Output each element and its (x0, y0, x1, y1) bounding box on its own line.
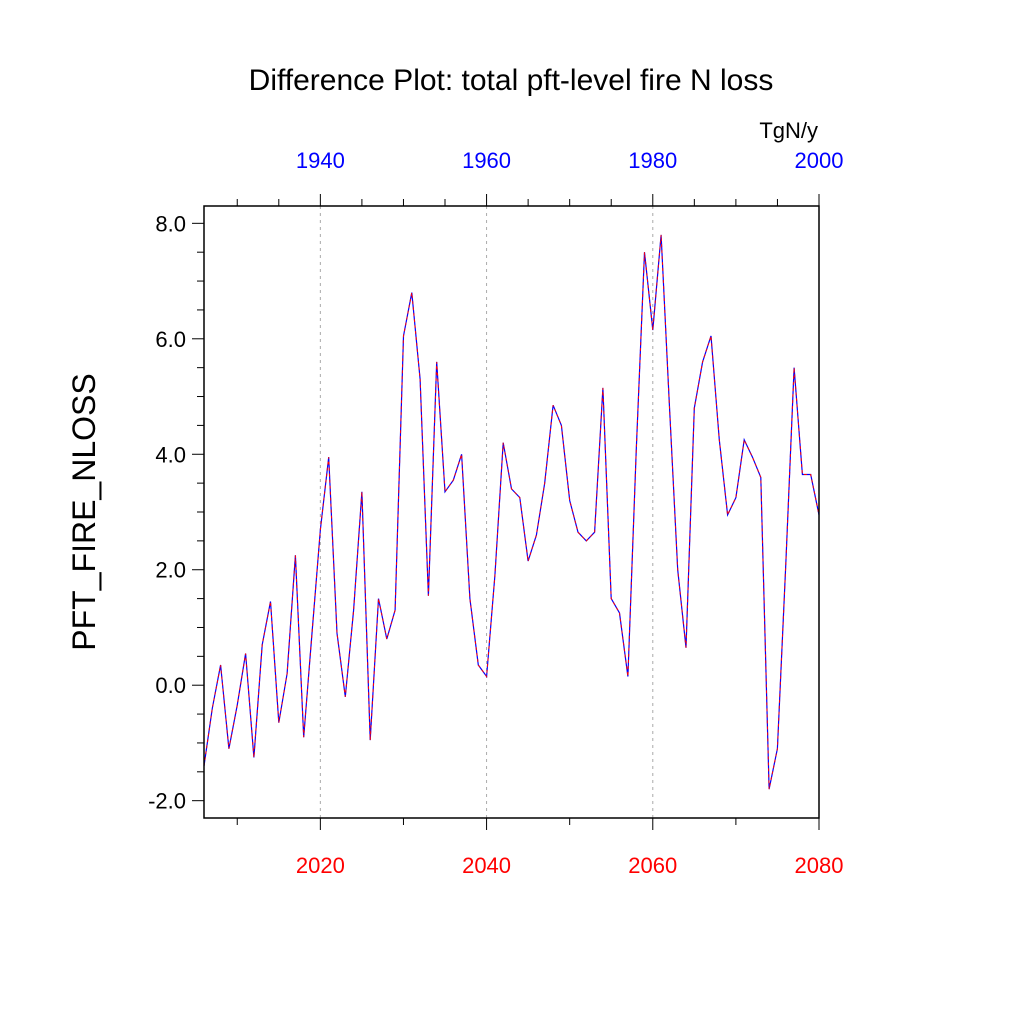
x-top-tick-label: 1940 (296, 148, 345, 173)
x-top-tick-label: 1960 (462, 148, 511, 173)
x-top-tick-label: 1980 (628, 148, 677, 173)
x-bottom-tick-label: 2020 (296, 853, 345, 878)
y-tick-label: -2.0 (148, 789, 186, 814)
series-lines (203, 234, 820, 790)
x-bottom-tick-label: 2080 (795, 853, 844, 878)
x-bottom-tick-label: 2060 (628, 853, 677, 878)
series-line-dashed-overlay (203, 234, 820, 790)
y-tick-label: 6.0 (155, 327, 186, 352)
y-tick-label: 0.0 (155, 673, 186, 698)
x-top-tick-label: 2000 (795, 148, 844, 173)
x-bottom-tick-label: 2040 (462, 853, 511, 878)
units-label: TgN/y (759, 118, 818, 143)
y-tick-label: 2.0 (155, 558, 186, 583)
series-line (203, 234, 820, 790)
chart-title: Difference Plot: total pft-level fire N … (249, 64, 774, 97)
tick-labels: 2020 2040 2060 2080 1940 1960 1980 2000 -2.0 0.0 2… (148, 148, 843, 878)
axis-ticks (192, 194, 820, 830)
y-tick-label: 4.0 (155, 442, 186, 467)
y-tick-label: 8.0 (155, 211, 186, 236)
y-axis-label: PFT_FIRE_NLOSS (66, 373, 102, 650)
